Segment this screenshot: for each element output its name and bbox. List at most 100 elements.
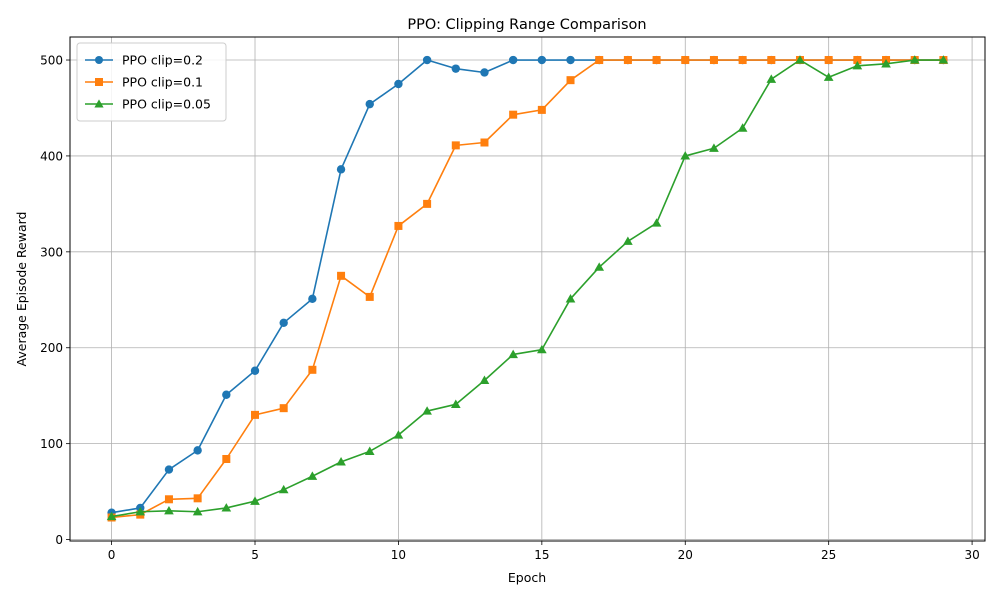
data-point <box>221 503 232 512</box>
x-tick-label: 5 <box>251 548 259 562</box>
data-point <box>135 506 146 516</box>
data-point <box>853 56 862 65</box>
data-point <box>336 165 346 174</box>
data-point <box>278 484 289 494</box>
data-point <box>336 457 346 466</box>
x-tick-label: 20 <box>678 548 693 562</box>
data-point <box>393 430 404 439</box>
data-point <box>365 99 374 109</box>
legend-label: PPO clip=0.05 <box>122 97 211 112</box>
data-point <box>422 55 432 65</box>
legend-marker <box>95 78 103 86</box>
data-point <box>651 218 662 227</box>
data-point <box>594 262 605 271</box>
data-point <box>164 465 174 474</box>
y-tick-label: 200 <box>40 341 63 355</box>
y-tick-label: 0 <box>55 533 63 547</box>
legend-item: PPO clip=0.2 <box>85 53 203 68</box>
x-tick-label: 10 <box>391 548 406 562</box>
x-tick-label: 15 <box>534 548 549 562</box>
data-point <box>106 511 117 521</box>
data-point <box>251 410 260 419</box>
data-point <box>480 68 489 77</box>
data-point <box>508 349 518 359</box>
data-point <box>509 110 518 119</box>
data-point <box>451 64 460 73</box>
legend: PPO clip=0.2 PPO clip=0.1 PPO clip=0.05 <box>76 42 227 122</box>
series-3 <box>106 55 949 521</box>
data-point <box>537 344 547 354</box>
data-point <box>824 56 833 65</box>
legend-item: PPO clip=0.05 <box>85 97 211 112</box>
data-point <box>394 79 403 89</box>
data-point <box>652 56 661 65</box>
data-point <box>279 404 288 413</box>
data-point <box>480 138 489 147</box>
data-point <box>680 151 691 160</box>
data-point <box>681 56 690 65</box>
data-point <box>479 375 490 384</box>
legend-marker <box>95 56 103 64</box>
x-tick-label: 0 <box>108 548 116 562</box>
y-tick-label: 400 <box>40 149 63 163</box>
y-axis-label: Average Episode Reward <box>14 212 29 367</box>
data-point <box>565 294 576 303</box>
data-point <box>623 56 632 65</box>
legend-marker <box>94 99 104 108</box>
data-point <box>852 60 863 70</box>
data-point <box>222 390 231 399</box>
data-point <box>537 105 546 114</box>
data-point <box>450 399 461 408</box>
data-point <box>193 494 202 503</box>
data-point <box>737 123 748 132</box>
series-layer <box>106 55 949 522</box>
data-point <box>823 72 834 81</box>
series-2 <box>107 56 948 522</box>
y-tick-label: 300 <box>40 245 63 259</box>
data-point <box>164 495 173 504</box>
series-line <box>111 59 944 518</box>
data-point <box>422 406 432 415</box>
legend-item: PPO clip=0.1 <box>85 75 203 90</box>
data-point <box>766 74 777 83</box>
data-point <box>537 55 547 65</box>
data-point <box>795 55 805 64</box>
data-point <box>279 318 288 328</box>
data-point <box>192 506 203 516</box>
plot-frame <box>69 36 986 542</box>
data-point <box>365 292 374 301</box>
data-point <box>566 76 575 85</box>
data-point <box>222 454 231 463</box>
series-line <box>111 59 944 519</box>
data-point <box>709 143 719 152</box>
data-point <box>881 59 891 68</box>
legend-label: PPO clip=0.1 <box>122 75 203 90</box>
data-point <box>709 56 718 65</box>
data-point <box>566 55 575 65</box>
x-tick-label: 30 <box>964 548 979 562</box>
x-tick-label: 25 <box>821 548 836 562</box>
data-point <box>193 446 202 455</box>
chart-title: PPO: Clipping Range Comparison <box>407 17 646 33</box>
data-point <box>250 496 260 505</box>
data-point <box>508 55 518 65</box>
data-point <box>738 56 747 65</box>
data-point <box>308 365 317 374</box>
data-point <box>909 55 920 64</box>
data-point <box>307 471 318 480</box>
y-tick-label: 500 <box>40 54 63 68</box>
data-point <box>595 56 604 65</box>
legend-box <box>76 42 227 122</box>
data-point <box>308 294 317 304</box>
data-point <box>394 221 403 230</box>
data-point <box>938 55 949 64</box>
data-point <box>164 505 174 515</box>
data-point <box>767 56 776 65</box>
data-point <box>423 199 432 208</box>
legend-label: PPO clip=0.2 <box>122 53 203 68</box>
data-point <box>250 366 260 375</box>
x-axis-label: Epoch <box>508 570 546 585</box>
